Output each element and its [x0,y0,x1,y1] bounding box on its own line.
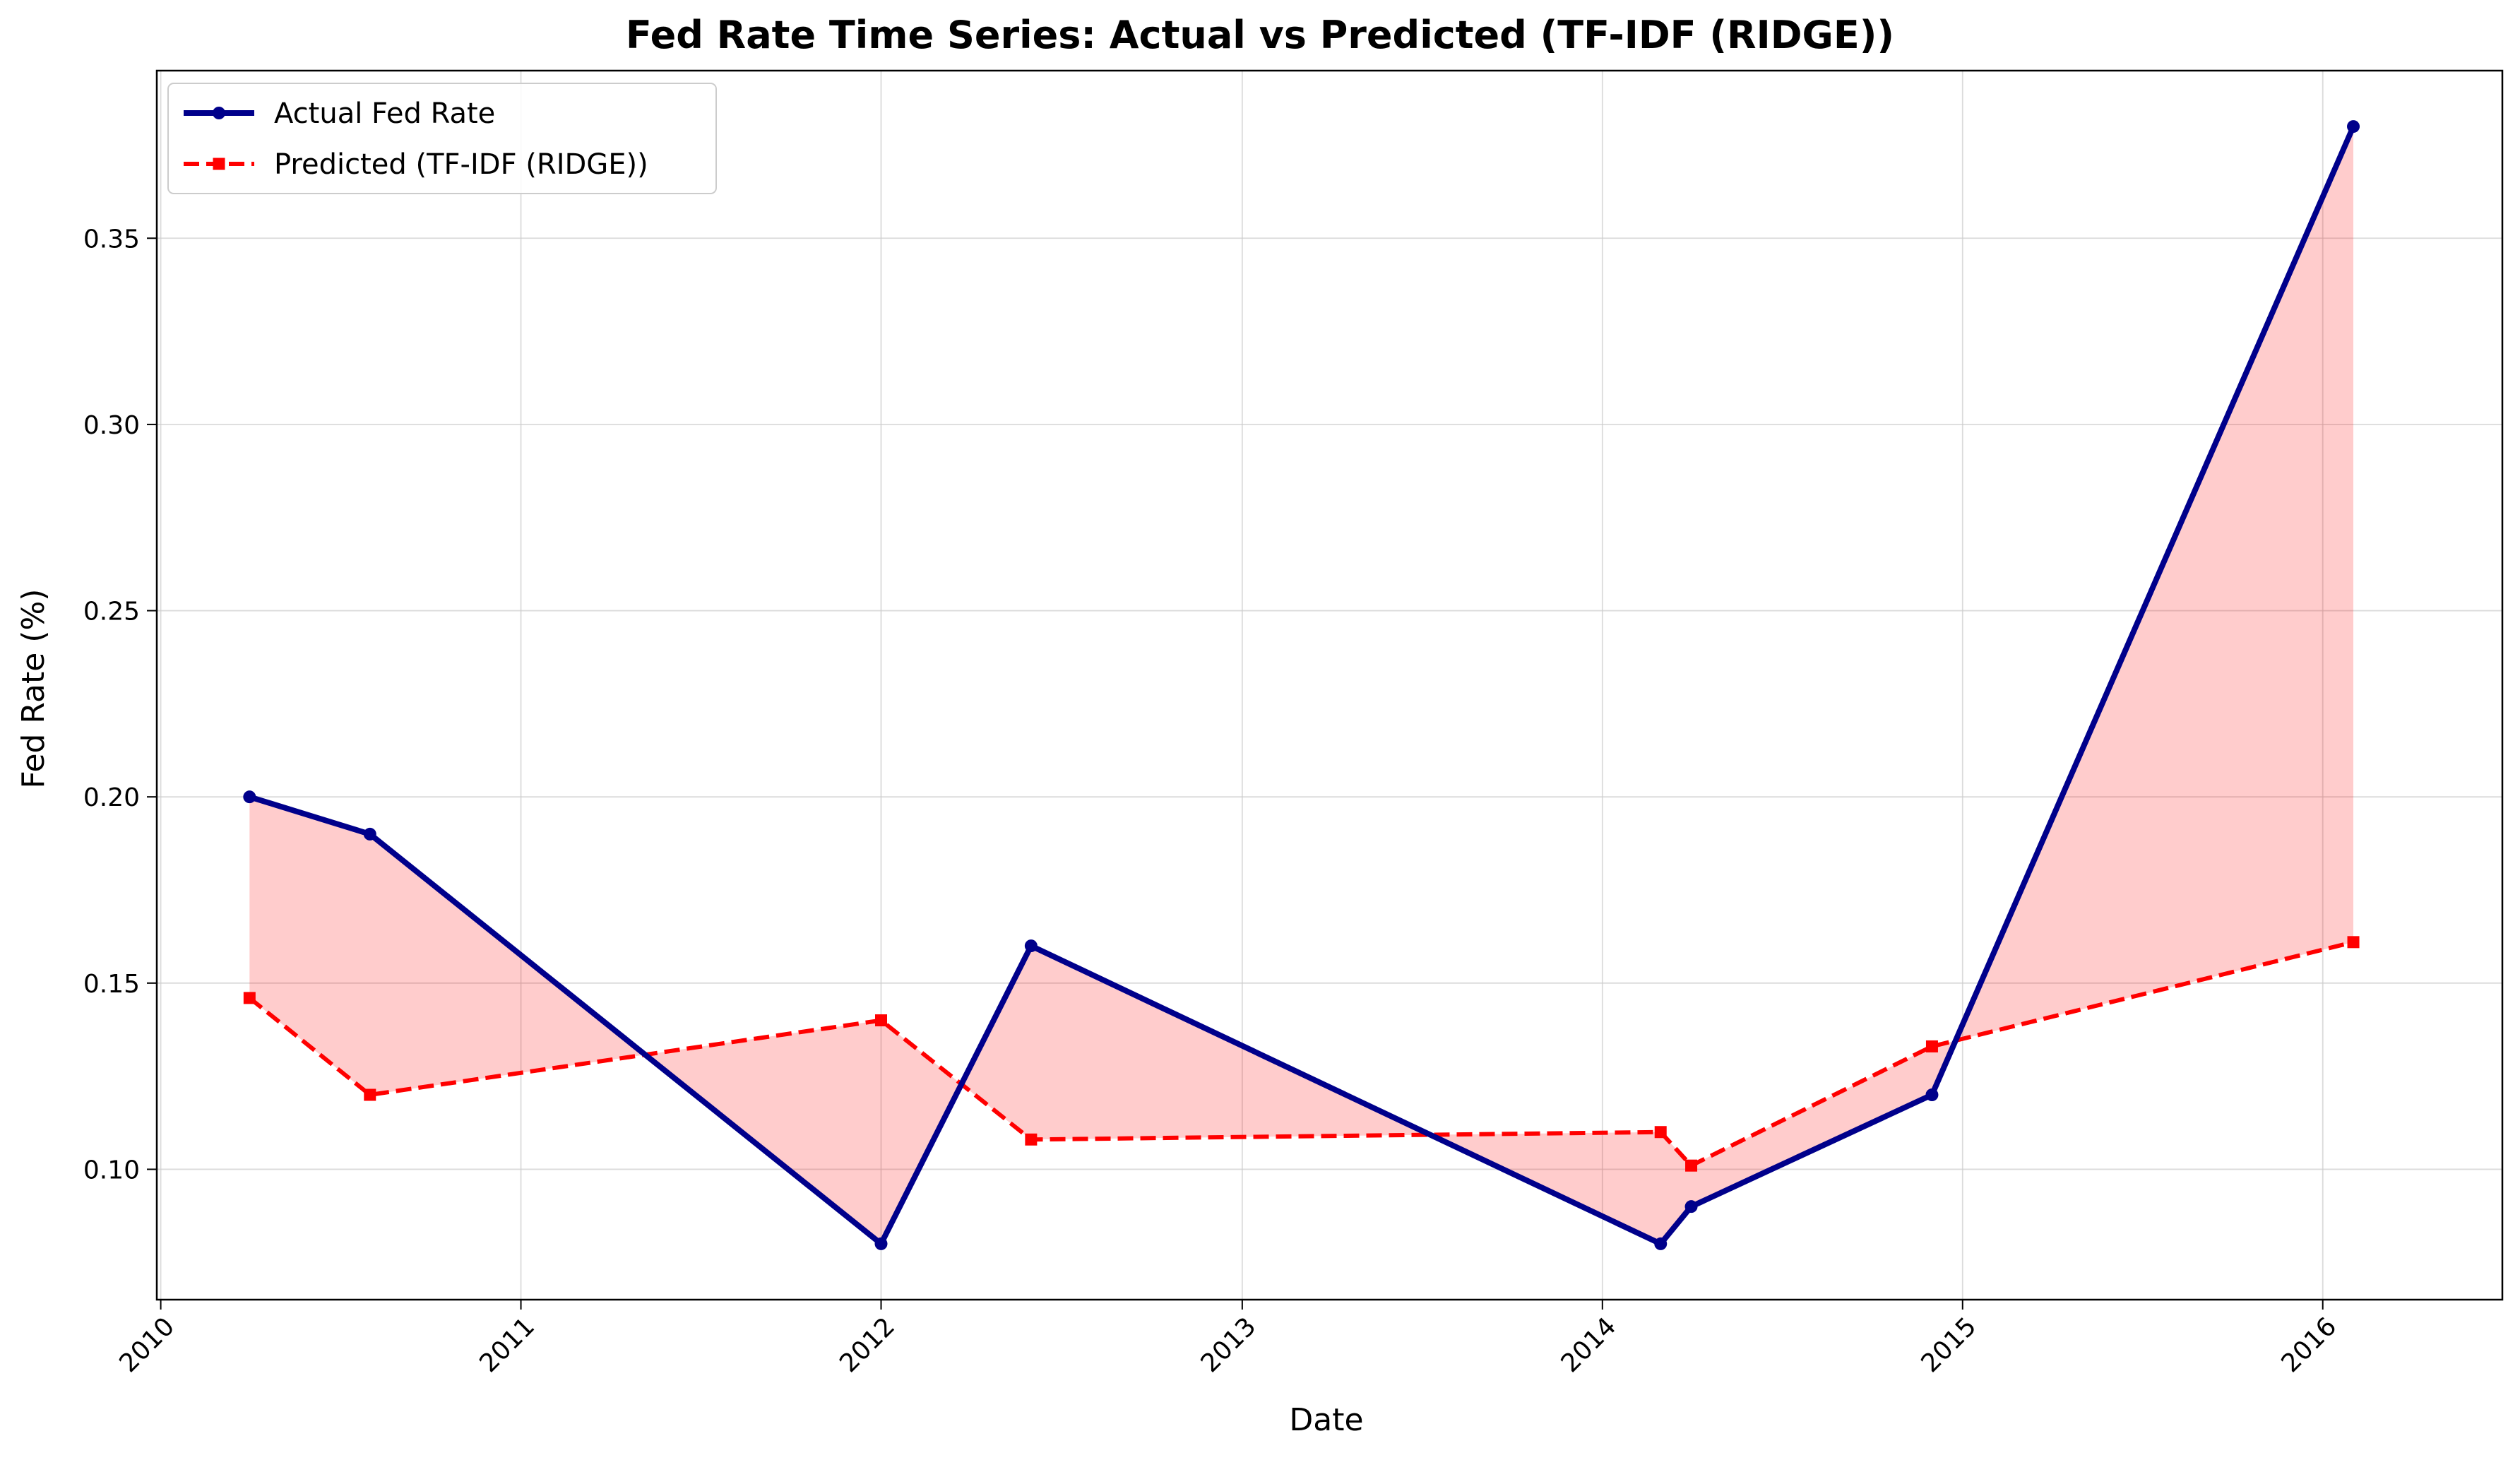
grid [157,71,2502,1300]
x-tick-label: 2011 [474,1312,540,1378]
legend: Actual Fed Rate Predicted (TF-IDF (RIDGE)… [167,83,717,194]
data-point-predicted [875,1014,888,1027]
x-tick-label: 2014 [1556,1312,1622,1378]
data-point-actual [874,1237,888,1250]
y-tick-label: 0.35 [83,225,140,254]
data-point-predicted [1925,1040,1938,1052]
data-point-actual [1925,1088,1939,1101]
legend-marker-actual [213,107,225,119]
data-point-actual [2347,120,2360,133]
x-axis: 2010 2011 2012 2013 2014 2015 2016 [114,1300,2342,1378]
y-axis-label: Fed Rate (%) [16,589,52,789]
data-point-predicted [1654,1126,1667,1139]
y-tick-label: 0.30 [83,411,140,440]
data-point-predicted [364,1088,376,1101]
y-tick-label: 0.25 [83,598,140,627]
legend-box [167,83,717,194]
y-tick-label: 0.15 [83,970,140,999]
legend-label-actual: Actual Fed Rate [274,97,495,130]
data-point-actual [1024,939,1038,953]
x-tick-label: 2013 [1196,1312,1262,1378]
data-point-actual [363,827,376,841]
y-tick-label: 0.10 [83,1156,140,1185]
data-point-predicted [2347,936,2360,949]
data-point-predicted [243,992,256,1004]
series-lines [243,120,2360,1250]
series-line-predicted [248,939,2354,1168]
data-point-predicted [1025,1133,1038,1146]
series-line-actual [249,125,2356,1247]
chart-title: Fed Rate Time Series: Actual vs Predicte… [626,13,1894,57]
data-point-actual [1684,1200,1698,1213]
plot-frame [155,69,2504,1301]
data-point-actual [243,790,256,804]
plot-area [155,69,2504,1301]
x-tick-label: 2012 [834,1312,901,1378]
legend-marker-predicted [213,158,225,170]
data-point-actual [1654,1237,1668,1250]
y-axis: 0.10 0.15 0.20 0.25 0.30 0.35 [83,225,157,1185]
x-tick-label: 2015 [1916,1312,1983,1378]
legend-label-predicted: Predicted (TF-IDF (RIDGE)) [274,148,648,181]
data-point-predicted [1685,1159,1698,1172]
x-tick-label: 2010 [114,1312,180,1378]
x-axis-label: Date [1289,1402,1363,1438]
y-tick-label: 0.20 [83,783,140,812]
x-tick-label: 2016 [2276,1312,2343,1378]
